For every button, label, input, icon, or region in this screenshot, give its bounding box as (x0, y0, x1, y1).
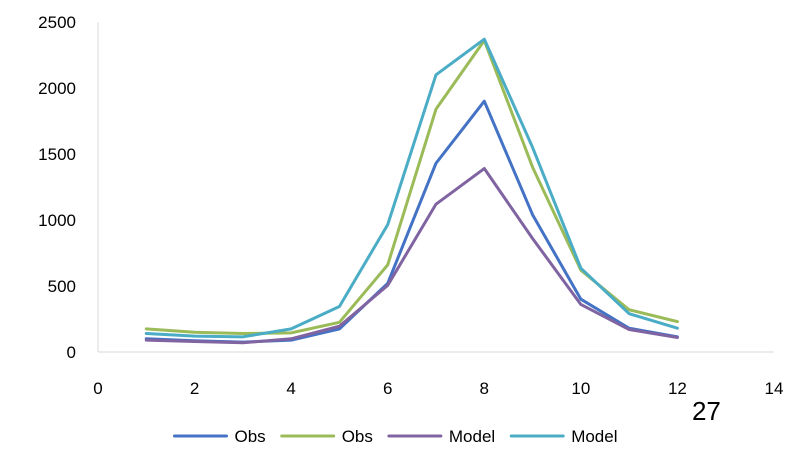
tick-labels: 0 500 1000 1500 2000 2500 0 2 4 6 8 10 12 14 (38, 13, 783, 398)
series-lines (144, 37, 679, 345)
x-tick-label: 14 (765, 379, 784, 398)
legend-item: Model (387, 427, 495, 446)
series-line-1 (144, 99, 679, 344)
annotations: 27 (692, 396, 721, 426)
legend-label: Obs (342, 427, 373, 446)
y-tick-label: 2000 (38, 79, 76, 98)
x-tick-label: 10 (571, 379, 590, 398)
x-tick-label: 0 (93, 379, 102, 398)
y-tick-label: 1000 (38, 211, 76, 230)
axes (97, 22, 774, 353)
x-tick-label: 12 (668, 379, 687, 398)
y-tick-label: 500 (48, 277, 76, 296)
x-tick-label: 6 (383, 379, 392, 398)
y-tick-label: 0 (67, 343, 76, 362)
y-tick-label: 1500 (38, 145, 76, 164)
series-line-3 (144, 167, 679, 345)
x-tick-label: 8 (480, 379, 489, 398)
legend-label: Model (449, 427, 495, 446)
legend-item: Obs (280, 427, 373, 446)
y-tick-label: 2500 (38, 13, 76, 32)
series-line-4 (144, 37, 679, 339)
x-tick-label: 2 (190, 379, 199, 398)
legend-item: Model (509, 427, 618, 446)
legend-label: Model (571, 427, 617, 446)
legend-item: Obs (173, 427, 266, 446)
series-line-2 (144, 38, 679, 336)
legend-label: Obs (235, 427, 266, 446)
x-tick-label: 4 (286, 379, 295, 398)
annotation-text: 27 (692, 396, 721, 426)
legend: Obs Obs Model Model (173, 427, 618, 446)
